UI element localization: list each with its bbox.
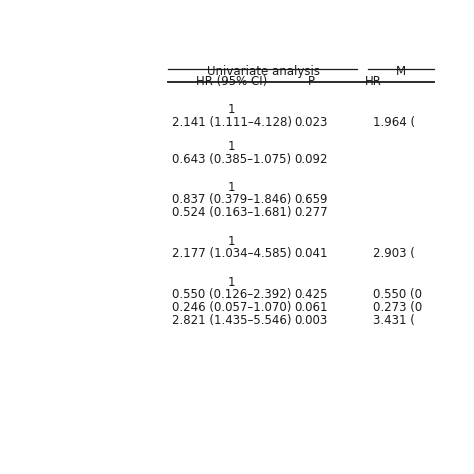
- Text: 0.273 (0: 0.273 (0: [374, 301, 423, 314]
- Text: 0.092: 0.092: [294, 153, 328, 165]
- Text: 1: 1: [228, 275, 236, 289]
- Text: 0.524 (0.163–1.681): 0.524 (0.163–1.681): [172, 206, 292, 219]
- Text: 1: 1: [228, 181, 236, 194]
- Text: 2.903 (: 2.903 (: [374, 247, 415, 261]
- Text: 0.246 (0.057–1.070): 0.246 (0.057–1.070): [172, 301, 292, 314]
- Text: 0.659: 0.659: [294, 193, 328, 207]
- Text: 0.425: 0.425: [294, 288, 328, 301]
- Text: Univariate analysis: Univariate analysis: [207, 65, 319, 78]
- Text: 0.003: 0.003: [294, 314, 328, 327]
- Text: 0.277: 0.277: [294, 206, 328, 219]
- Text: 3.431 (: 3.431 (: [374, 314, 415, 327]
- Text: 0.061: 0.061: [294, 301, 328, 314]
- Text: 0.550 (0: 0.550 (0: [374, 288, 422, 301]
- Text: HR: HR: [365, 75, 382, 88]
- Text: 0.023: 0.023: [294, 116, 328, 129]
- Text: 1: 1: [228, 140, 236, 153]
- Text: 0.550 (0.126–2.392): 0.550 (0.126–2.392): [172, 288, 292, 301]
- Text: HR (95% CI): HR (95% CI): [196, 75, 267, 88]
- Text: 2.821 (1.435–5.546): 2.821 (1.435–5.546): [172, 314, 292, 327]
- Text: 0.643 (0.385–1.075): 0.643 (0.385–1.075): [173, 153, 292, 165]
- Text: P: P: [307, 75, 314, 88]
- Text: 0.837 (0.379–1.846): 0.837 (0.379–1.846): [172, 193, 292, 207]
- Text: 2.141 (1.111–4.128): 2.141 (1.111–4.128): [172, 116, 292, 129]
- Text: 1: 1: [228, 103, 236, 116]
- Text: M: M: [396, 65, 406, 78]
- Text: 1.964 (: 1.964 (: [374, 116, 415, 129]
- Text: 0.041: 0.041: [294, 247, 328, 261]
- Text: 2.177 (1.034–4.585): 2.177 (1.034–4.585): [172, 247, 292, 261]
- Text: 1: 1: [228, 235, 236, 248]
